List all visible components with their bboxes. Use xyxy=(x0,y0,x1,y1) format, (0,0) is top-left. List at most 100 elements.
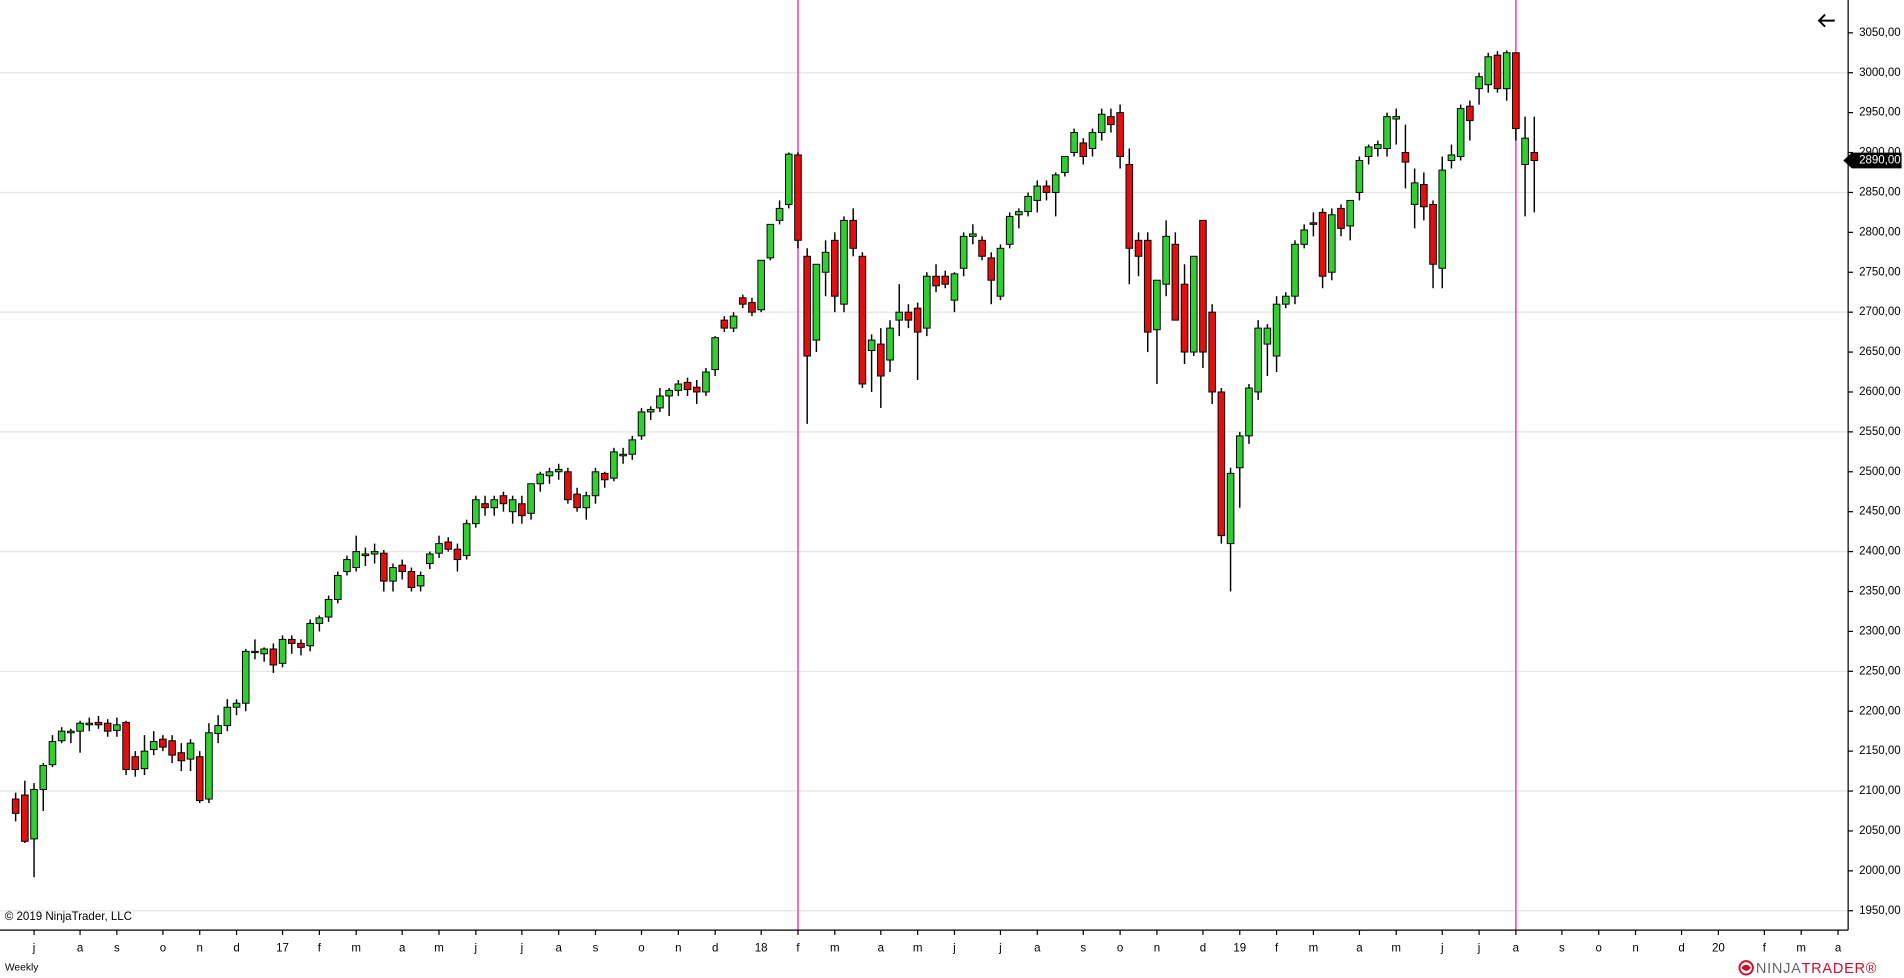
x-tick-label: j xyxy=(520,942,524,954)
candle-body xyxy=(214,725,222,735)
candle-body xyxy=(674,383,683,391)
candle-body xyxy=(149,741,158,751)
candle-body xyxy=(646,409,655,413)
y-tick-label: 2500,00 xyxy=(1859,466,1901,478)
candle-body xyxy=(628,439,637,455)
y-tick-label: 2700,00 xyxy=(1859,306,1901,318)
candle-body xyxy=(941,275,950,285)
x-tick-label: f xyxy=(318,942,322,954)
brand-part: TRADER® xyxy=(1802,961,1878,977)
candle-body xyxy=(398,564,407,573)
candle-body xyxy=(1346,199,1355,227)
candle-body xyxy=(333,575,342,600)
x-tick-label: f xyxy=(1275,942,1279,954)
candle-body xyxy=(923,275,931,329)
candle-body xyxy=(48,741,57,766)
candle-body xyxy=(637,411,646,437)
candle-body xyxy=(987,257,996,281)
candle-body xyxy=(840,219,848,305)
candle-body xyxy=(232,702,241,708)
y-tick-label: 1950,00 xyxy=(1859,905,1901,917)
candle-body xyxy=(729,315,738,329)
candle-body xyxy=(683,381,692,391)
candle-body xyxy=(435,543,443,554)
candle-body xyxy=(1217,391,1226,537)
y-tick-label: 2150,00 xyxy=(1859,745,1901,757)
candle-body xyxy=(536,473,545,485)
x-tick-label: a xyxy=(1356,942,1363,954)
candle-body xyxy=(1079,142,1088,158)
y-tick-label: 3000,00 xyxy=(1859,67,1901,79)
y-tick-label: 2350,00 xyxy=(1859,586,1901,598)
candle-body xyxy=(1438,169,1447,269)
candle-body xyxy=(738,297,747,305)
candle-body xyxy=(1512,52,1520,130)
candle-body xyxy=(1199,219,1207,353)
y-tick-label: 2400,00 xyxy=(1859,546,1901,558)
candle-body xyxy=(278,638,287,664)
candle-body xyxy=(343,559,351,573)
candle-body xyxy=(1162,235,1170,285)
back-arrow-icon[interactable] xyxy=(1817,13,1835,28)
y-tick-label: 2850,00 xyxy=(1859,186,1901,198)
candle-body xyxy=(389,567,397,582)
candle-body xyxy=(1401,152,1410,163)
x-tick-label: d xyxy=(712,942,718,954)
candle-body xyxy=(821,251,830,273)
candle-body xyxy=(803,255,811,357)
x-tick-label: 17 xyxy=(276,942,289,954)
candle-body xyxy=(122,721,130,770)
candle-body xyxy=(1024,195,1032,213)
candle-body xyxy=(380,552,388,582)
candle-body xyxy=(619,453,627,457)
y-tick-label: 2000,00 xyxy=(1859,865,1901,877)
candle-body xyxy=(1033,185,1042,201)
candle-body xyxy=(1456,108,1465,158)
candles xyxy=(11,50,1539,878)
x-tick-label: f xyxy=(1763,942,1767,954)
x-tick-label: m xyxy=(351,942,361,954)
x-tick-label: d xyxy=(1200,942,1206,954)
candle-body xyxy=(1374,144,1382,150)
candle-body xyxy=(361,553,370,557)
candle-body xyxy=(545,471,554,477)
copyright: © 2019 NinjaTrader, LLC xyxy=(5,911,132,923)
candle-body xyxy=(1291,243,1299,297)
candle-body xyxy=(370,551,379,555)
candle-body xyxy=(205,732,213,800)
candle-body xyxy=(1502,52,1511,90)
candle-body xyxy=(287,638,296,644)
x-tick-label: 19 xyxy=(1233,942,1246,954)
candle-body xyxy=(1521,137,1529,165)
candle-body xyxy=(186,742,195,760)
candle-body xyxy=(260,648,268,655)
candle-body xyxy=(1153,279,1161,331)
candle-body xyxy=(269,648,278,666)
candle-body xyxy=(1263,327,1272,345)
x-tick-label: n xyxy=(1154,942,1160,954)
candle-body xyxy=(1005,215,1014,245)
candle-body xyxy=(895,311,904,321)
back-button[interactable] xyxy=(1812,7,1841,34)
candle-body xyxy=(30,788,38,840)
candle-body xyxy=(315,617,324,624)
x-tick-label: n xyxy=(675,942,681,954)
x-tick-label: o xyxy=(1117,942,1123,954)
candle-body xyxy=(1143,239,1152,333)
candle-body xyxy=(1318,211,1327,277)
x-tick-label: m xyxy=(434,942,444,954)
candle-body xyxy=(490,499,499,509)
candle-body xyxy=(1337,207,1345,229)
candle-body xyxy=(950,273,959,301)
candle-body xyxy=(1466,105,1474,122)
candle-body xyxy=(306,622,314,647)
candle-body xyxy=(472,499,480,525)
y-tick-label: 2100,00 xyxy=(1859,785,1901,797)
candle-body xyxy=(692,386,701,393)
x-tick-label: j xyxy=(1440,942,1444,954)
candle-body xyxy=(858,255,867,385)
last-price-label: 2890,00 xyxy=(1859,155,1901,167)
x-tick-label: 18 xyxy=(755,942,768,954)
x-tick-label: a xyxy=(1034,942,1041,954)
candle-body xyxy=(573,493,581,509)
